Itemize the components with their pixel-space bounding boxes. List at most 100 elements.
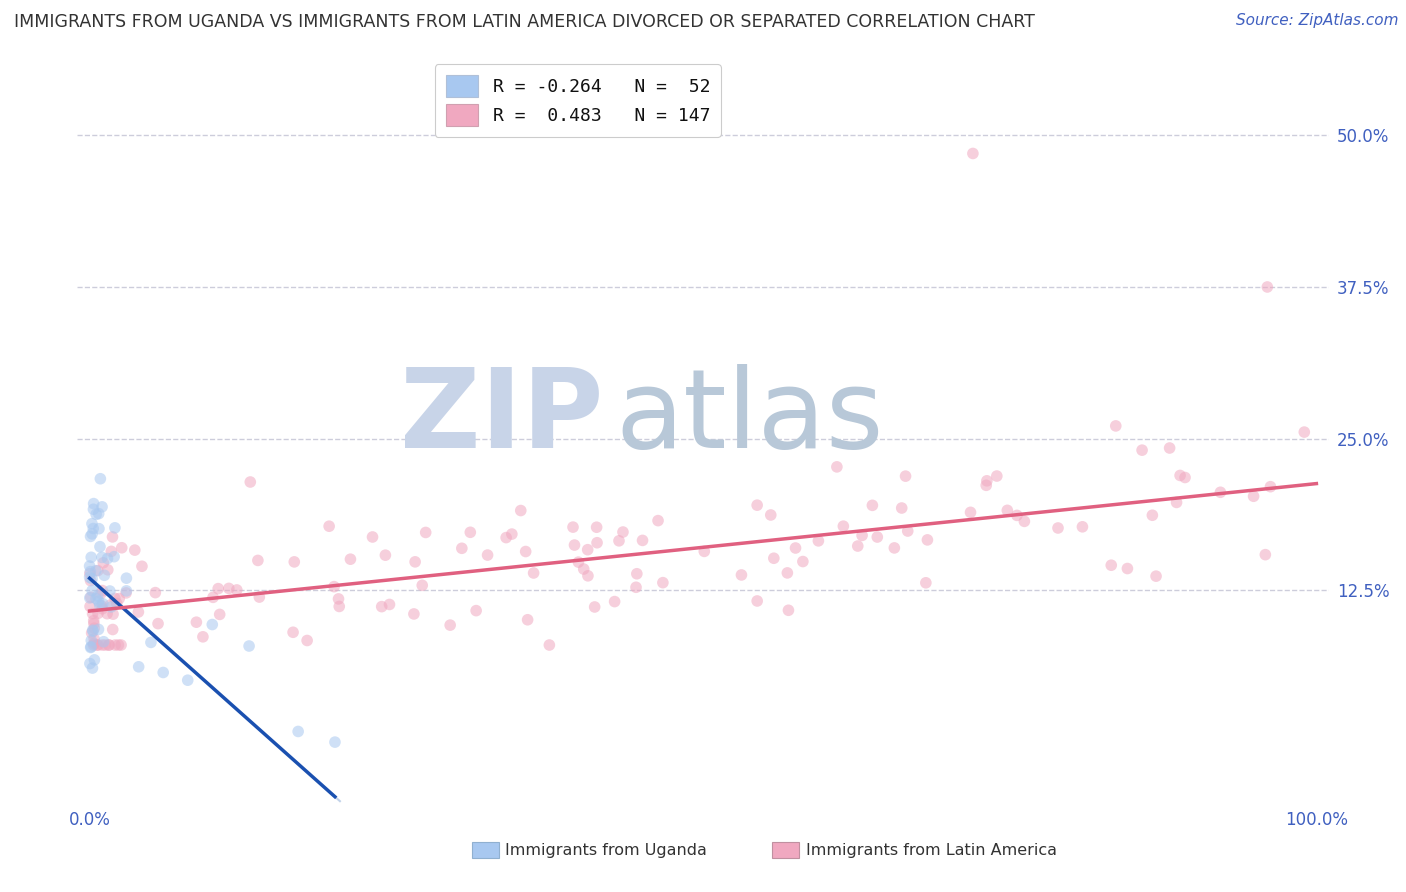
Point bbox=[883, 541, 905, 555]
Point bbox=[79, 657, 101, 671]
Point bbox=[1130, 443, 1153, 458]
FancyBboxPatch shape bbox=[471, 842, 499, 858]
Point bbox=[328, 599, 350, 614]
Text: atlas: atlas bbox=[616, 364, 884, 471]
Point bbox=[612, 524, 634, 539]
Point bbox=[96, 551, 118, 566]
Point bbox=[79, 565, 101, 579]
Point bbox=[79, 566, 101, 581]
Point bbox=[1159, 441, 1181, 455]
Point bbox=[146, 616, 169, 631]
Point bbox=[323, 735, 346, 749]
Point bbox=[415, 525, 437, 540]
Point bbox=[79, 640, 101, 655]
Point bbox=[91, 601, 114, 615]
Point bbox=[851, 528, 873, 542]
Point bbox=[101, 530, 124, 544]
Point bbox=[974, 478, 997, 492]
Point bbox=[225, 582, 247, 597]
Point bbox=[1166, 495, 1188, 509]
Point bbox=[84, 591, 107, 606]
Point bbox=[572, 562, 595, 576]
Point bbox=[890, 501, 912, 516]
Point bbox=[404, 555, 426, 569]
Point bbox=[82, 623, 104, 637]
Text: ZIP: ZIP bbox=[399, 364, 603, 471]
Point bbox=[152, 665, 174, 680]
Point bbox=[98, 638, 121, 652]
Point bbox=[83, 621, 105, 635]
Point bbox=[83, 614, 105, 628]
Point bbox=[87, 623, 110, 637]
Point bbox=[84, 508, 107, 522]
Point bbox=[995, 503, 1018, 517]
Point bbox=[378, 598, 401, 612]
Point bbox=[986, 469, 1008, 483]
FancyBboxPatch shape bbox=[772, 842, 800, 858]
Point bbox=[846, 539, 869, 553]
Point bbox=[107, 638, 129, 652]
Point bbox=[281, 625, 304, 640]
Point bbox=[87, 589, 110, 603]
Point bbox=[82, 638, 104, 652]
Point bbox=[111, 541, 134, 555]
Point bbox=[82, 502, 104, 516]
Point bbox=[339, 552, 361, 566]
Point bbox=[84, 564, 107, 578]
Point bbox=[91, 556, 114, 570]
Point bbox=[239, 475, 262, 489]
Point bbox=[894, 469, 917, 483]
Point bbox=[586, 535, 609, 549]
Point bbox=[917, 533, 939, 547]
Point bbox=[94, 638, 117, 652]
Point bbox=[82, 522, 104, 536]
Point bbox=[1071, 520, 1094, 534]
Point bbox=[501, 527, 523, 541]
Point bbox=[1254, 548, 1277, 562]
Point bbox=[115, 571, 138, 585]
Point bbox=[915, 575, 938, 590]
Point bbox=[762, 551, 785, 566]
Point bbox=[523, 566, 546, 580]
Point bbox=[91, 597, 114, 611]
Point bbox=[1168, 468, 1191, 483]
Point bbox=[328, 591, 350, 606]
Text: Immigrants from Latin America: Immigrants from Latin America bbox=[806, 843, 1057, 858]
Point bbox=[959, 505, 981, 519]
Point bbox=[83, 497, 105, 511]
Point bbox=[80, 591, 103, 605]
Point bbox=[191, 630, 214, 644]
Point bbox=[87, 607, 110, 621]
Point bbox=[1260, 480, 1282, 494]
Point bbox=[79, 559, 101, 574]
Legend: R = -0.264   N =  52, R =  0.483   N = 147: R = -0.264 N = 52, R = 0.483 N = 147 bbox=[434, 64, 721, 137]
Point bbox=[115, 583, 138, 598]
Point bbox=[79, 570, 101, 584]
Point bbox=[91, 638, 114, 652]
Point bbox=[370, 599, 392, 614]
Point bbox=[516, 613, 538, 627]
Point bbox=[186, 615, 208, 630]
Point bbox=[139, 635, 162, 649]
Point bbox=[283, 555, 305, 569]
Point bbox=[583, 599, 606, 614]
Point bbox=[866, 530, 889, 544]
Point bbox=[101, 607, 124, 622]
Point bbox=[96, 607, 118, 621]
Point bbox=[477, 548, 499, 562]
Point bbox=[90, 599, 112, 613]
Point bbox=[87, 564, 110, 578]
Point bbox=[98, 598, 121, 612]
Point bbox=[108, 591, 131, 606]
Point bbox=[80, 550, 103, 565]
Point bbox=[247, 590, 270, 604]
Point bbox=[246, 553, 269, 567]
Point bbox=[626, 566, 648, 581]
Point bbox=[450, 541, 472, 556]
Point bbox=[89, 598, 111, 612]
Point bbox=[576, 569, 599, 583]
Point bbox=[101, 623, 124, 637]
Text: IMMIGRANTS FROM UGANDA VS IMMIGRANTS FROM LATIN AMERICA DIVORCED OR SEPARATED CO: IMMIGRANTS FROM UGANDA VS IMMIGRANTS FRO… bbox=[14, 13, 1035, 31]
Point bbox=[89, 472, 111, 486]
Point bbox=[361, 530, 384, 544]
